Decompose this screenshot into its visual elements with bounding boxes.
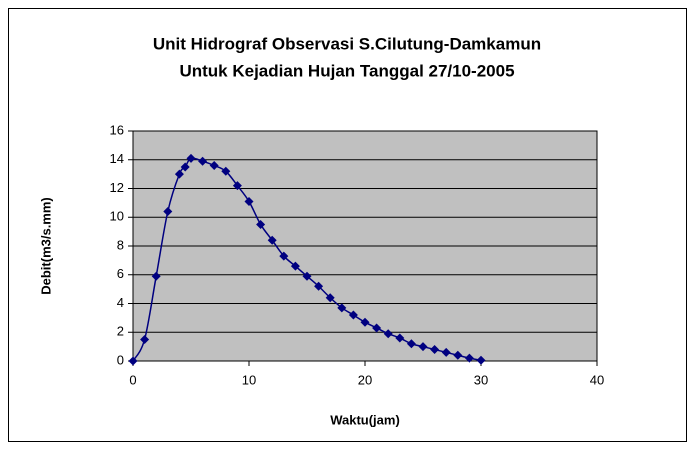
data-point — [302, 271, 312, 281]
x-tick-label: 0 — [129, 372, 136, 387]
data-point — [383, 329, 393, 339]
data-point — [174, 169, 184, 179]
data-point — [430, 345, 440, 354]
data-point — [151, 271, 161, 281]
data-point — [232, 181, 242, 191]
data-point — [180, 162, 190, 172]
x-tick-label: 40 — [590, 372, 604, 387]
y-tick-label: 0 — [117, 352, 124, 367]
x-tick-label: 20 — [358, 372, 372, 387]
data-point — [441, 347, 451, 357]
data-point — [198, 156, 208, 166]
data-point — [267, 235, 277, 245]
data-point — [372, 323, 382, 333]
data-point — [163, 207, 173, 216]
y-tick-label: 12 — [110, 180, 124, 195]
data-point — [314, 281, 324, 291]
data-point — [453, 350, 463, 360]
y-tick-label: 16 — [110, 122, 124, 137]
x-tick-label: 10 — [242, 372, 256, 387]
data-point — [221, 166, 231, 176]
data-point — [209, 161, 219, 170]
data-point — [325, 293, 335, 303]
plot-border — [132, 130, 598, 362]
data-point — [337, 303, 347, 313]
y-tick-label: 6 — [117, 266, 124, 281]
data-point — [186, 153, 196, 163]
data-point — [140, 334, 150, 344]
chart-title: Unit Hidrograf Observasi S.Cilutung-Damk… — [153, 34, 541, 53]
data-point — [348, 310, 358, 320]
data-point — [476, 355, 486, 365]
y-axis-label: Debit(m3/s.mm) — [38, 197, 53, 295]
data-point — [418, 342, 428, 352]
y-tick-label: 8 — [117, 237, 124, 252]
data-point — [395, 333, 405, 343]
x-axis-label: Waktu(jam) — [330, 412, 400, 427]
data-point — [360, 317, 370, 327]
chart-title: Untuk Kejadian Hujan Tanggal 27/10-2005 — [179, 61, 514, 80]
x-tick-label: 30 — [474, 372, 488, 387]
data-point — [256, 219, 266, 229]
data-point — [290, 261, 300, 271]
data-point — [464, 353, 474, 363]
data-point — [128, 356, 138, 366]
data-point — [406, 339, 416, 349]
data-point — [244, 196, 254, 206]
y-tick-label: 14 — [110, 151, 124, 166]
y-tick-label: 10 — [110, 209, 124, 224]
data-point — [279, 251, 289, 261]
y-tick-label: 2 — [117, 324, 124, 339]
y-tick-label: 4 — [117, 295, 124, 310]
